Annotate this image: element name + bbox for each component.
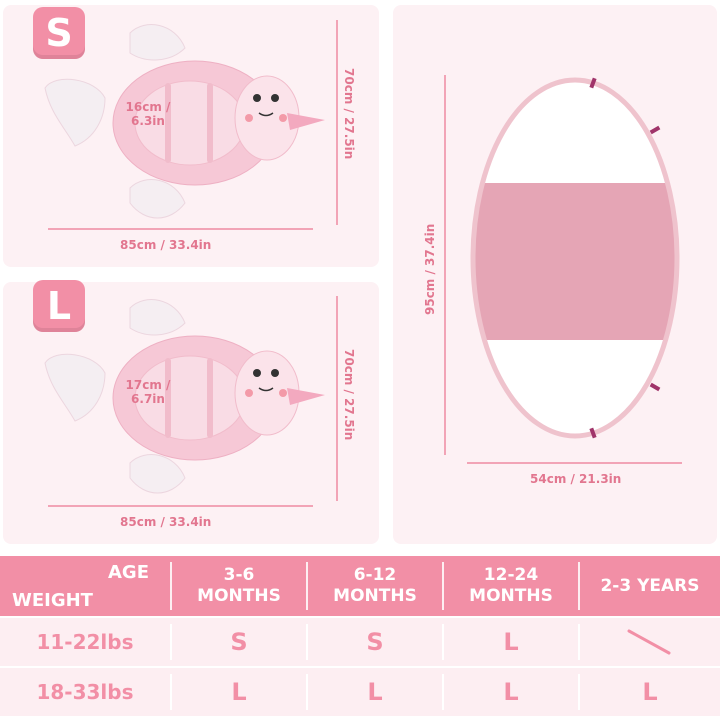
- age-label: AGE: [108, 562, 150, 583]
- size-cell: L: [642, 678, 658, 706]
- canopy-height-label: 95cm / 37.4in: [423, 223, 437, 315]
- size-l-badge: L: [33, 280, 85, 332]
- table-header: AGE WEIGHT 3-6 MONTHS 6-12 MONTHS 12-24 …: [0, 556, 720, 616]
- header-divider: [170, 562, 172, 610]
- size-cell: S: [366, 628, 384, 656]
- size-l-height-label: 70cm / 27.5in: [342, 349, 356, 441]
- canopy-height-line: [444, 75, 446, 455]
- column-header: 2-3 YEARS: [600, 575, 700, 596]
- canopy-image: [470, 77, 680, 439]
- size-l-height-line: [336, 296, 338, 501]
- weight-cell: 11-22lbs: [36, 630, 134, 654]
- column-header: 12-24 MONTHS: [469, 565, 553, 606]
- row-divider: [578, 674, 580, 710]
- size-chart-table: AGE WEIGHT 3-6 MONTHS 6-12 MONTHS 12-24 …: [0, 556, 720, 723]
- size-s-width-label: 85cm / 33.4in: [120, 238, 212, 252]
- column-header: 6-12 MONTHS: [333, 565, 417, 606]
- weight-cell: 18-33lbs: [36, 680, 134, 704]
- weight-label: WEIGHT: [12, 590, 93, 611]
- unicorn-float-l-image: [44, 299, 325, 494]
- size-l-width-label: 85cm / 33.4in: [120, 515, 212, 529]
- row-divider: [578, 624, 580, 660]
- size-cell: L: [503, 678, 519, 706]
- canopy-width-line: [467, 462, 682, 464]
- row-divider: [306, 674, 308, 710]
- slash-icon: [627, 629, 671, 655]
- column-header: 3-6 MONTHS: [197, 565, 281, 606]
- size-s-height-line: [336, 20, 338, 225]
- size-cell: L: [367, 678, 383, 706]
- not-applicable-cell: [580, 618, 720, 666]
- header-divider: [578, 562, 580, 610]
- row-divider: [170, 624, 172, 660]
- unicorn-float-s-image: [44, 24, 325, 219]
- size-s-height-label: 70cm / 27.5in: [342, 68, 356, 160]
- header-divider: [442, 562, 444, 610]
- size-l-seat-label: 17cm / 6.7in: [125, 378, 171, 406]
- size-cell: S: [230, 628, 248, 656]
- row-divider: [306, 624, 308, 660]
- table-row: 18-33lbs L L L L: [0, 668, 720, 716]
- table-row: 11-22lbs S S L: [0, 618, 720, 666]
- canopy-width-label: 54cm / 21.3in: [530, 472, 622, 486]
- size-cell: L: [231, 678, 247, 706]
- size-s-seat-label: 16cm / 6.3in: [125, 100, 171, 128]
- size-l-width-line: [48, 505, 313, 507]
- size-cell: L: [503, 628, 519, 656]
- row-divider: [170, 674, 172, 710]
- row-divider: [442, 674, 444, 710]
- size-s-width-line: [48, 228, 313, 230]
- row-divider: [442, 624, 444, 660]
- header-divider: [306, 562, 308, 610]
- size-s-badge: S: [33, 7, 85, 59]
